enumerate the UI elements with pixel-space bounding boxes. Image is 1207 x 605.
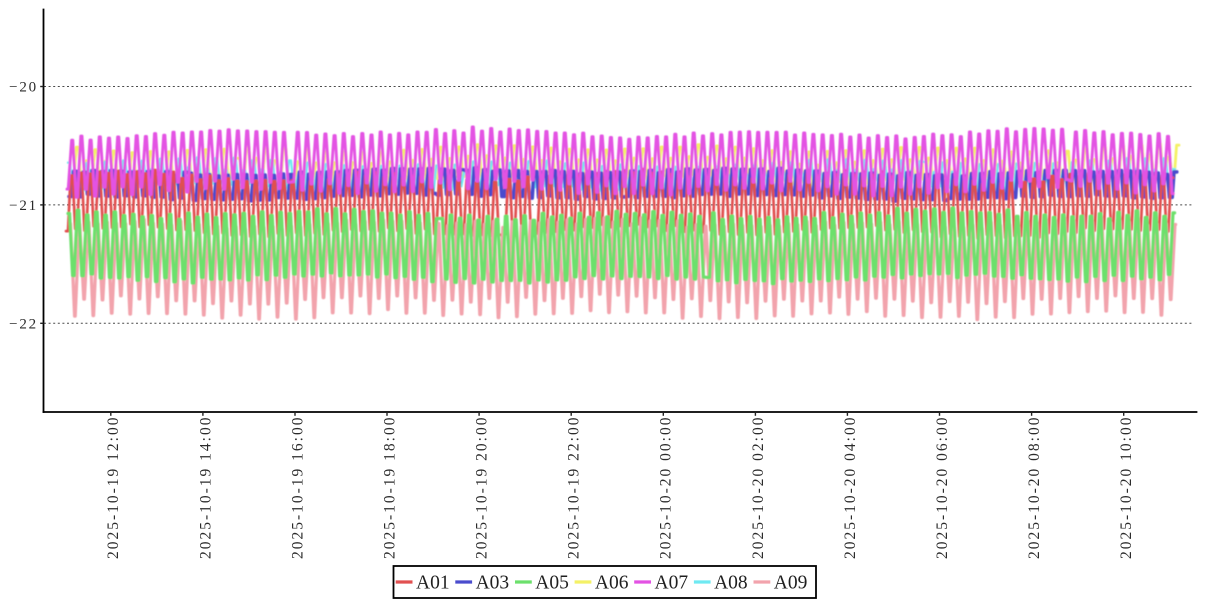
svg-text:2025-10-20 04:00: 2025-10-20 04:00: [842, 416, 859, 560]
svg-text:2025-10-20 02:00: 2025-10-20 02:00: [750, 416, 767, 560]
svg-text:2025-10-19 22:00: 2025-10-19 22:00: [566, 416, 583, 560]
svg-text:A09: A09: [774, 573, 808, 594]
svg-text:A08: A08: [714, 573, 748, 594]
svg-text:A03: A03: [476, 573, 510, 594]
svg-text:2025-10-20 00:00: 2025-10-20 00:00: [658, 416, 675, 560]
svg-text:−22: −22: [9, 317, 38, 333]
svg-text:2025-10-19 16:00: 2025-10-19 16:00: [289, 416, 306, 560]
svg-text:−21: −21: [9, 198, 38, 214]
svg-text:A01: A01: [416, 573, 450, 594]
svg-text:2025-10-20 06:00: 2025-10-20 06:00: [934, 416, 951, 560]
svg-text:2025-10-20 10:00: 2025-10-20 10:00: [1118, 416, 1135, 560]
svg-text:A05: A05: [535, 573, 569, 594]
svg-text:2025-10-19 14:00: 2025-10-19 14:00: [197, 416, 214, 560]
svg-text:A06: A06: [595, 573, 629, 594]
svg-text:2025-10-20 08:00: 2025-10-20 08:00: [1026, 416, 1043, 560]
svg-text:2025-10-19 12:00: 2025-10-19 12:00: [105, 416, 122, 560]
svg-text:−20: −20: [9, 80, 38, 96]
svg-text:A07: A07: [655, 573, 689, 594]
svg-text:2025-10-19 20:00: 2025-10-19 20:00: [474, 416, 491, 560]
svg-text:2025-10-19 18:00: 2025-10-19 18:00: [381, 416, 398, 560]
